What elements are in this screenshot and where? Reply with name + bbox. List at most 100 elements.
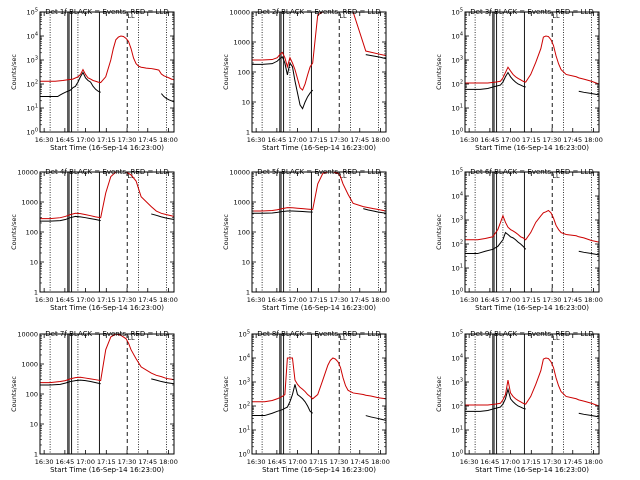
x-axis-label: Start Time (16-Sep-14 16:23:00): [475, 304, 589, 312]
x-tick-label: 17:45: [563, 296, 582, 304]
y-tick-label: 101: [27, 104, 38, 113]
plot-frame: [464, 11, 600, 133]
x-tick-label: 16:30: [460, 458, 479, 466]
x-tick-label: 18:00: [584, 296, 603, 304]
chart-title: Det 4f BLACK = Events, RED = LLD: [45, 168, 168, 176]
series-lld-line: [40, 35, 174, 84]
x-tick-label: 17:30: [543, 296, 562, 304]
marker-label: LL: [127, 12, 135, 20]
x-tick-label: 17:30: [118, 136, 137, 144]
x-tick-label: 17:00: [288, 458, 307, 466]
series-lld-line: [252, 357, 386, 403]
x-tick-label: 17:15: [97, 296, 116, 304]
x-tick-label: 17:00: [76, 458, 95, 466]
y-tick-label: 102: [239, 402, 250, 411]
x-axis-label: Start Time (16-Sep-14 16:23:00): [262, 466, 376, 474]
x-tick-label: 17:15: [97, 458, 116, 466]
chart-title: Det 6f BLACK = Events, RED = LLD: [470, 168, 593, 176]
marker-label: LL: [339, 172, 347, 180]
y-tick-label: 1: [34, 289, 38, 297]
y-tick-label: 100: [239, 450, 250, 459]
x-tick-label: 17:45: [350, 296, 369, 304]
series-lld-line: [465, 35, 599, 85]
y-axis-label: Counts/sec: [222, 376, 230, 412]
y-tick-label: 104: [239, 354, 250, 363]
y-tick-label: 104: [452, 354, 463, 363]
y-tick-label: 1000: [21, 361, 38, 369]
y-axis-label: Counts/sec: [222, 54, 230, 90]
x-tick-label: 17:00: [501, 296, 520, 304]
x-tick-label: 18:00: [584, 458, 603, 466]
y-tick-label: 105: [27, 8, 38, 17]
panel-det-8: LL 100 101 102 103 104 105 16:30 16:45 17:00 17:15…: [222, 330, 390, 475]
x-tick-label: 16:45: [55, 458, 74, 466]
x-tick-label: 17:45: [138, 136, 157, 144]
x-axis-label: Start Time (16-Sep-14 16:23:00): [475, 466, 589, 474]
panel-det-1: LL 100 101 102 103 104 105 16:30 16:45 17:00 17:15…: [10, 8, 178, 153]
y-tick-label: 105: [452, 168, 463, 177]
x-tick-label: 17:15: [97, 136, 116, 144]
y-tick-label: 10000: [229, 169, 250, 177]
x-tick-label: 17:00: [288, 136, 307, 144]
plot-frame: [251, 171, 387, 293]
chart-title: Det 8f BLACK = Events, RED = LLD: [257, 330, 380, 338]
x-tick-label: 16:45: [267, 296, 286, 304]
plot-frame: [251, 11, 387, 133]
x-tick-label: 17:30: [330, 136, 349, 144]
series-lld-line: [252, 12, 386, 91]
y-tick-label: 104: [452, 192, 463, 201]
x-tick-label: 17:00: [501, 136, 520, 144]
y-tick-label: 100: [238, 229, 250, 237]
y-axis-label: Counts/sec: [222, 214, 230, 250]
x-tick-label: 17:30: [543, 136, 562, 144]
x-tick-label: 17:15: [309, 136, 328, 144]
series-lld-line: [465, 209, 599, 243]
y-tick-label: 103: [239, 378, 250, 387]
x-tick-label: 17:30: [118, 458, 137, 466]
marker-label: LL: [339, 12, 347, 20]
series-events-line: [252, 384, 386, 421]
y-axis-label: Counts/sec: [10, 214, 18, 250]
series-lld-line: [40, 172, 174, 220]
chart-title: Det 9f BLACK = Events, RED = LLD: [470, 330, 593, 338]
x-axis-label: Start Time (16-Sep-14 16:23:00): [262, 304, 376, 312]
plot-frame: [464, 171, 600, 293]
x-tick-label: 18:00: [371, 136, 390, 144]
y-axis-label: Counts/sec: [435, 214, 443, 250]
y-tick-label: 1: [246, 129, 250, 137]
y-tick-label: 103: [452, 56, 463, 65]
y-tick-label: 10000: [17, 169, 38, 177]
y-tick-label: 100: [452, 128, 463, 137]
y-tick-label: 100: [26, 229, 38, 237]
x-tick-label: 16:30: [35, 458, 54, 466]
y-tick-label: 100: [26, 391, 38, 399]
y-tick-label: 105: [452, 8, 463, 17]
series-lld-line: [40, 334, 174, 384]
x-tick-label: 16:45: [267, 136, 286, 144]
x-tick-label: 16:45: [480, 136, 499, 144]
x-tick-label: 16:30: [460, 296, 479, 304]
x-tick-label: 17:15: [309, 458, 328, 466]
y-axis-label: Counts/sec: [10, 376, 18, 412]
y-tick-label: 1000: [21, 199, 38, 207]
y-tick-label: 104: [452, 32, 463, 41]
x-tick-label: 17:45: [350, 458, 369, 466]
panel-det-9: LL 100 101 102 103 104 105 16:30 16:45 17:00 17:15…: [435, 330, 603, 475]
x-tick-label: 17:00: [76, 136, 95, 144]
plot-frame: [39, 11, 175, 133]
y-tick-label: 100: [27, 128, 38, 137]
series-lld-line: [465, 357, 599, 407]
y-tick-label: 10: [242, 99, 250, 107]
y-tick-label: 103: [27, 56, 38, 65]
x-tick-label: 17:45: [350, 136, 369, 144]
y-tick-label: 102: [452, 80, 463, 89]
marker-label: LL: [127, 334, 135, 342]
y-tick-label: 101: [239, 426, 250, 435]
y-tick-label: 10: [30, 259, 38, 267]
x-axis-label: Start Time (16-Sep-14 16:23:00): [50, 466, 164, 474]
x-tick-label: 17:45: [563, 136, 582, 144]
marker-label: LL: [552, 172, 560, 180]
